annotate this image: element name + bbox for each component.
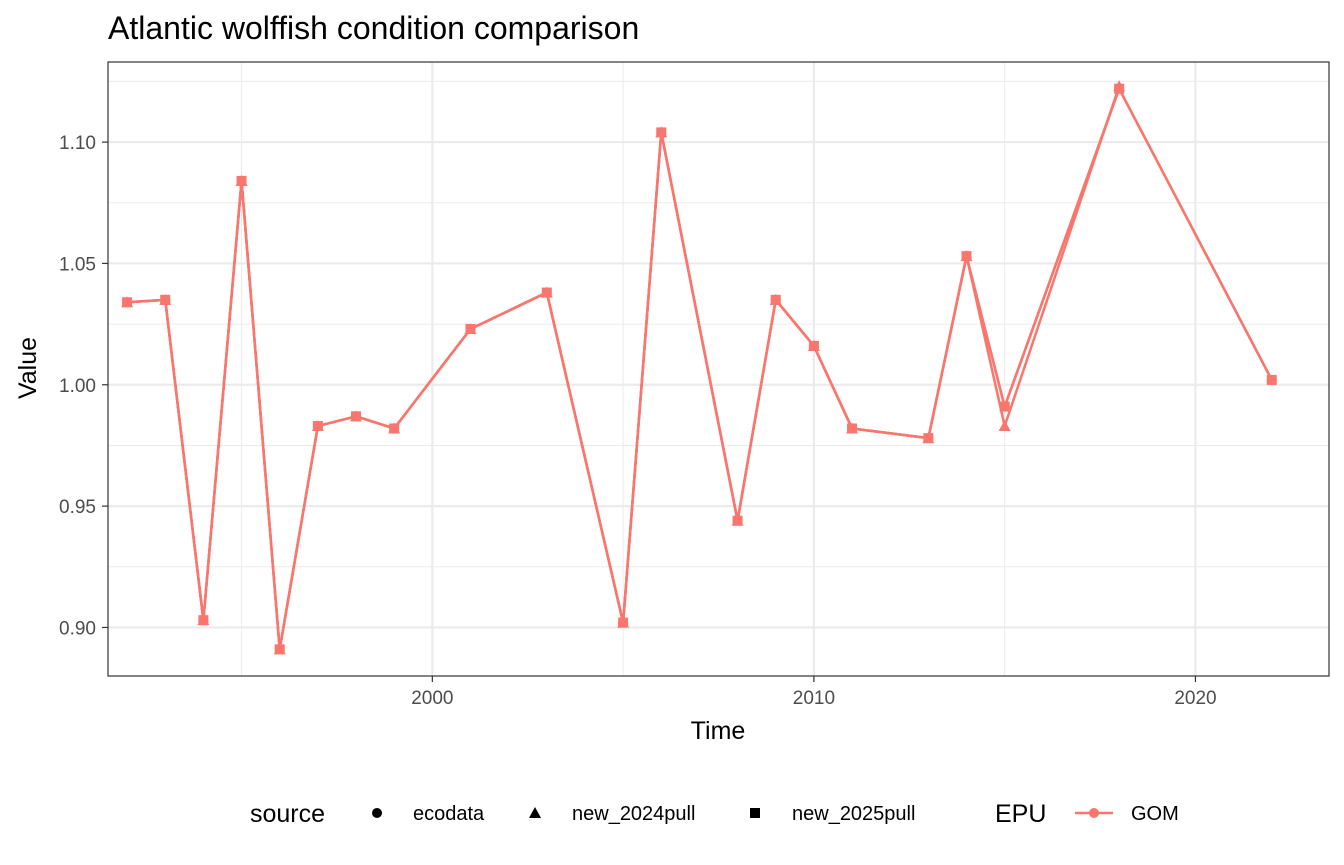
y-tick-label: 1.05 (59, 254, 96, 275)
data-point-new-2025pull (656, 127, 667, 138)
major-gridlines (108, 62, 1329, 676)
panel-border (107, 61, 1330, 677)
data-point-new-2025pull (1114, 83, 1125, 94)
x-axis-title: Time (691, 717, 746, 745)
data-point-new-2025pull (732, 515, 743, 526)
data-point-new-2025pull (808, 340, 819, 351)
data-point-new-2025pull (122, 297, 133, 308)
y-tick-label: 0.95 (59, 497, 96, 518)
data-point-new-2025pull (923, 433, 934, 444)
panel-background (108, 62, 1329, 676)
y-axis-title: Value (14, 337, 42, 399)
legend-title-epu: EPU (995, 800, 1046, 828)
data-point-new-2025pull (1266, 374, 1277, 385)
legend-title-source: source (250, 800, 325, 828)
legend-key-triangle (529, 807, 541, 818)
legend-label-gom: GOM (1131, 803, 1179, 825)
data-point-new-2025pull (847, 423, 858, 434)
data-point-new-2025pull (618, 617, 629, 628)
legend-key-circle (372, 808, 382, 818)
legend-label-ecodata: ecodata (413, 803, 485, 825)
data-point-new-2025pull (999, 401, 1010, 412)
series-points (121, 80, 1277, 655)
data-point-new-2025pull (160, 294, 171, 305)
data-point-new-2025pull (236, 175, 247, 186)
legend-label-new-2025pull: new_2025pull (792, 803, 915, 825)
y-axis: 0.90 0.95 1.00 1.05 1.10 (59, 133, 108, 639)
plot-panel (107, 61, 1330, 677)
legend-key-square (750, 808, 760, 818)
chart-title: Atlantic wolffish condition comparison (108, 10, 639, 46)
data-point-new-2025pull (465, 323, 476, 334)
x-tick-label: 2010 (793, 688, 835, 709)
x-tick-label: 2020 (1174, 688, 1216, 709)
data-point-new-2025pull (770, 294, 781, 305)
data-point-new-2025pull (274, 644, 285, 655)
legend-key-gom-point (1089, 808, 1099, 818)
minor-gridlines (108, 62, 1329, 676)
y-tick-label: 1.00 (59, 376, 96, 397)
y-tick-label: 1.10 (59, 133, 96, 154)
data-point-new-2024pull (998, 420, 1011, 432)
legend-label-new-2024pull: new_2024pull (572, 803, 695, 825)
legend: source ecodata new_2024pull new_2025pull… (250, 800, 1179, 828)
data-point-new-2025pull (312, 421, 323, 432)
data-point-new-2025pull (961, 251, 972, 262)
data-point-new-2025pull (541, 287, 552, 298)
data-point-new-2025pull (389, 423, 400, 434)
x-tick-label: 2000 (411, 688, 453, 709)
x-axis: 2000 2010 2020 (411, 676, 1217, 709)
y-tick-label: 0.90 (59, 618, 96, 639)
data-point-new-2025pull (351, 411, 362, 422)
data-point-new-2025pull (198, 615, 209, 626)
